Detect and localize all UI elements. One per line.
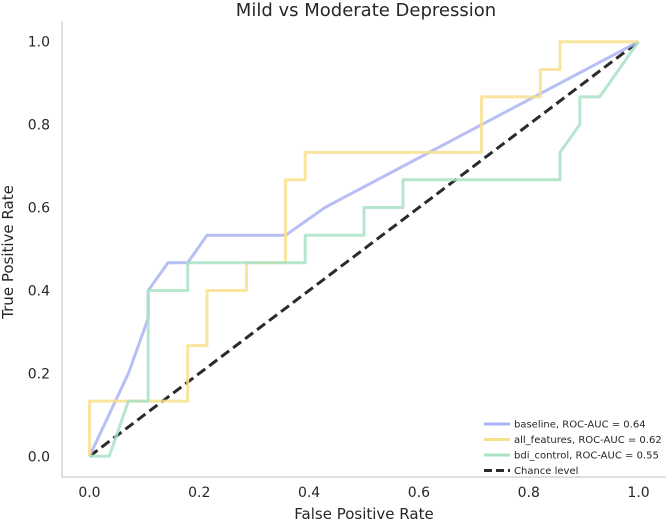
series-line-all_features xyxy=(88,40,639,457)
x-tick-label: 1.0 xyxy=(627,485,649,501)
x-tick-label: 0.2 xyxy=(188,485,210,501)
chart-title: Mild vs Moderate Depression xyxy=(236,0,496,21)
legend-label-all_features: all_features, ROC-AUC = 0.62 xyxy=(514,435,662,446)
x-axis-label: False Positive Rate xyxy=(294,505,433,523)
y-tick-label: 0.6 xyxy=(28,201,50,217)
series-line-chance xyxy=(88,40,640,458)
x-tick-label: 0.6 xyxy=(408,485,430,501)
legend-label-chance: Chance level xyxy=(514,466,578,477)
series-layer xyxy=(88,40,640,458)
y-axis-label: True Positive Rate xyxy=(0,185,17,320)
series-line-bdi_control xyxy=(89,40,640,458)
legend-label-baseline: baseline, ROC-AUC = 0.64 xyxy=(514,420,646,431)
series-line-baseline xyxy=(88,40,640,457)
y-tick-label: 1.0 xyxy=(28,35,50,51)
y-tick-label: 0.8 xyxy=(28,118,50,134)
legend-label-bdi_control: bdi_control, ROC-AUC = 0.55 xyxy=(514,451,659,462)
y-tick-label: 0.4 xyxy=(28,283,50,299)
x-tick-label: 0.8 xyxy=(518,485,540,501)
y-tick-label: 0.0 xyxy=(28,449,50,465)
axes: 0.0 0.2 0.4 0.6 0.8 1.0 0.0 0.2 0.4 0.6 0.8 1.0 xyxy=(28,21,666,501)
legend: baseline, ROC-AUC = 0.64 all_features, RO… xyxy=(484,420,662,477)
y-tick-label: 0.2 xyxy=(28,366,50,382)
x-tick-label: 0.0 xyxy=(78,485,100,501)
x-tick-label: 0.4 xyxy=(298,485,320,501)
